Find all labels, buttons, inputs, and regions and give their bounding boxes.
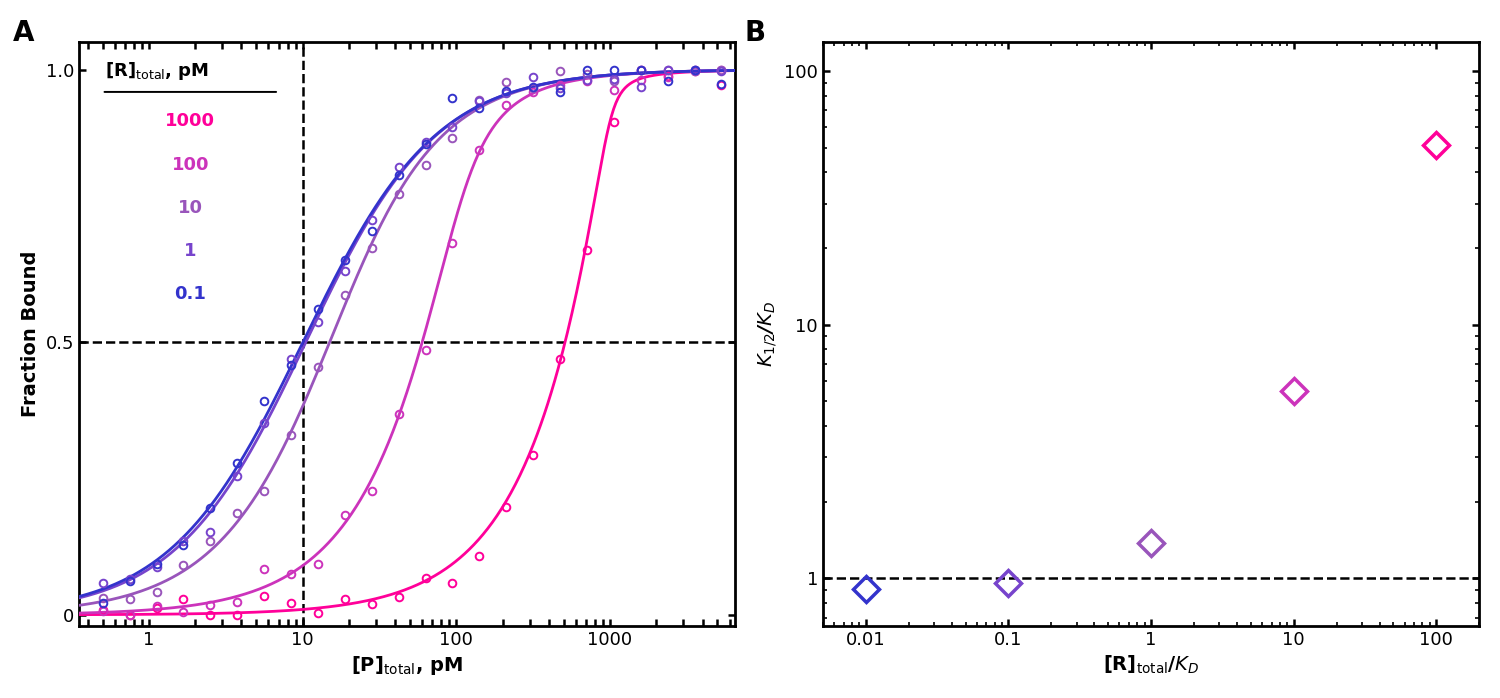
- Y-axis label: $\mathit{K}_{1/2}$/$K_D$: $\mathit{K}_{1/2}$/$K_D$: [756, 301, 778, 367]
- Text: 1: 1: [184, 242, 196, 260]
- Y-axis label: Fraction Bound: Fraction Bound: [21, 251, 40, 417]
- Text: [R]$_\mathrm{total}$, pM: [R]$_\mathrm{total}$, pM: [105, 60, 209, 82]
- X-axis label: [R]$_\mathrm{total}$/$K_D$: [R]$_\mathrm{total}$/$K_D$: [1102, 654, 1200, 676]
- X-axis label: [P]$_\mathrm{total}$, pM: [P]$_\mathrm{total}$, pM: [351, 654, 464, 677]
- Text: 0.1: 0.1: [174, 285, 206, 303]
- Text: 10: 10: [178, 199, 203, 216]
- Text: A: A: [13, 19, 34, 47]
- Text: 100: 100: [171, 156, 208, 174]
- Text: 1000: 1000: [165, 112, 216, 131]
- Text: B: B: [744, 19, 765, 47]
